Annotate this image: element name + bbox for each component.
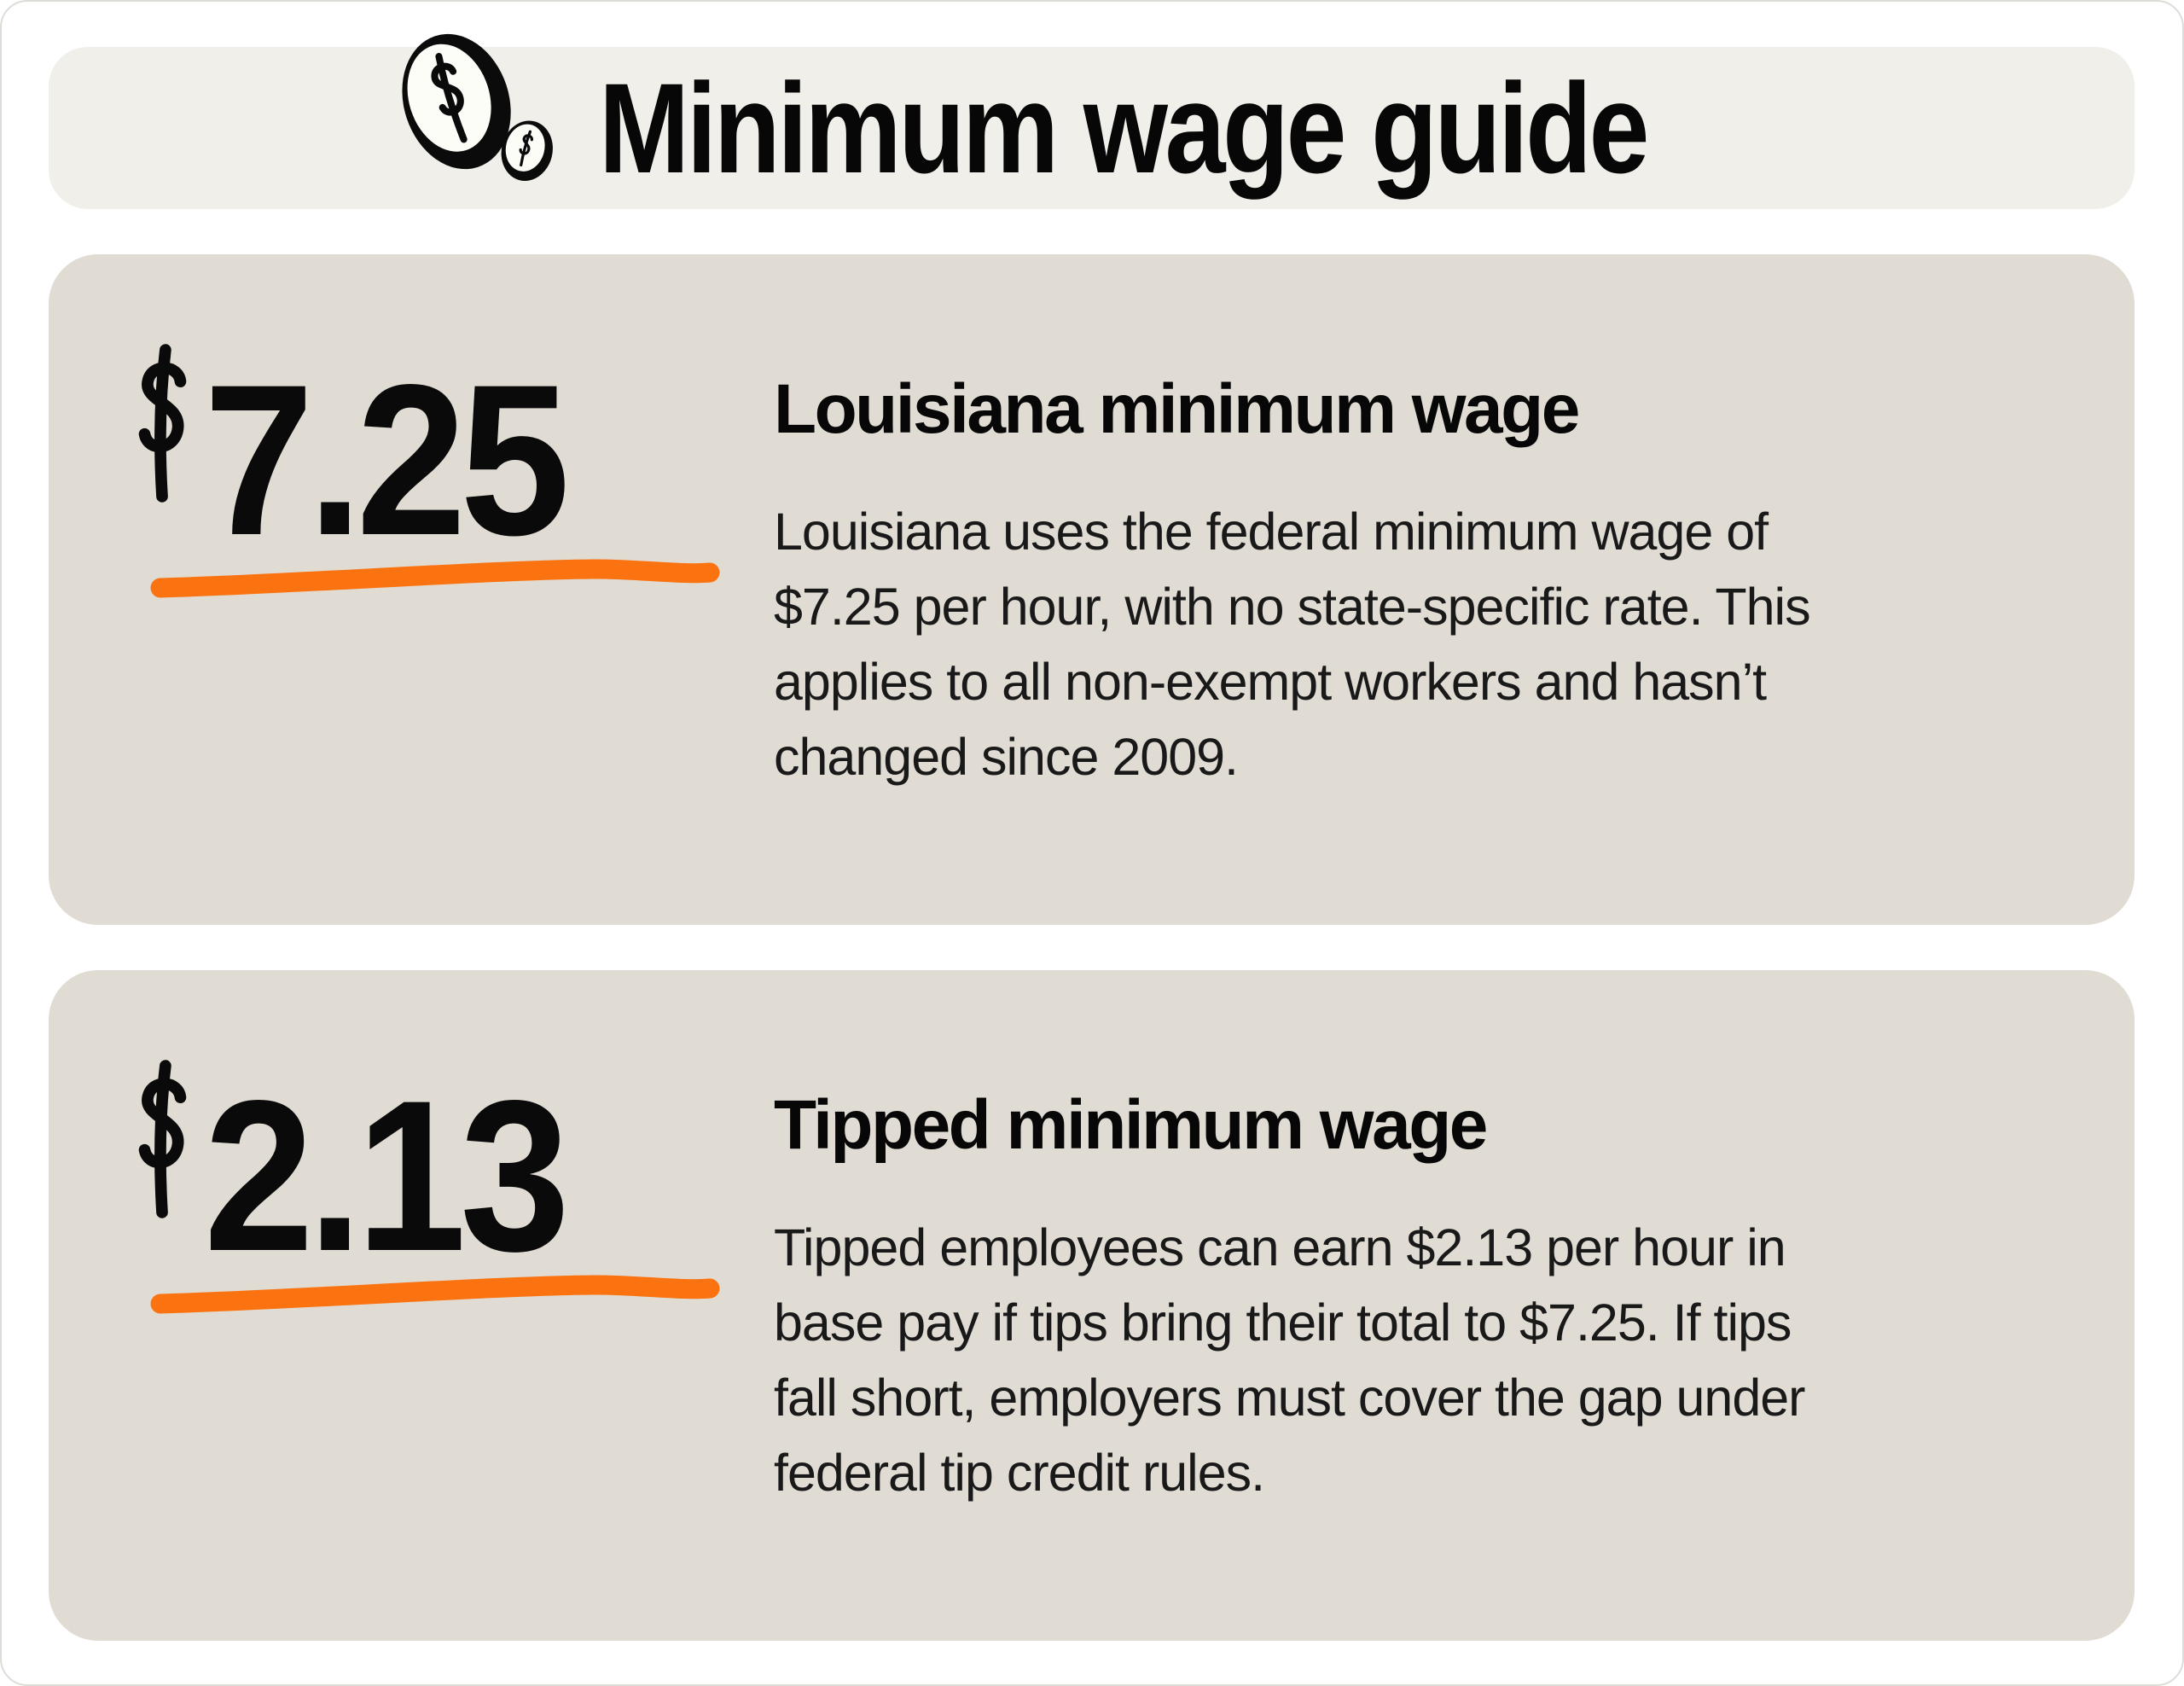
dollar-sign-icon [127,1057,197,1221]
orange-underline [150,559,720,598]
amount-value: 2.13 [204,1056,570,1296]
amount-tipped: 2.13 [127,1052,595,1284]
card-body: Louisiana uses the federal minimum wage … [774,503,1811,787]
card-heading: Tipped minimum wage [774,1086,1488,1164]
amount-louisiana: 7.25 [127,336,595,568]
orange-underline [150,1275,720,1314]
card-text-column: Tipped minimum wage Tipped employees can… [774,1086,2139,1510]
page-title: Minimum wage guide [599,55,1649,200]
dollar-coins-icon [402,33,554,181]
card-heading: Louisiana minimum wage [774,370,1580,448]
header-bar: Minimum wage guide [49,33,2135,209]
wage-card-tipped: 2.13 Tipped minimum wage Tipped employee… [49,970,2135,1641]
header-content: Minimum wage guide [49,33,2135,209]
dollar-sign-icon [127,341,197,505]
wage-card-louisiana: 7.25 Louisiana minimum wage Louisiana us… [49,254,2135,925]
card-text-column: Louisiana minimum wage Louisiana uses th… [774,370,2139,794]
amount-value: 7.25 [204,340,570,580]
card-body: Tipped employees can earn $2.13 per hour… [774,1218,1806,1503]
